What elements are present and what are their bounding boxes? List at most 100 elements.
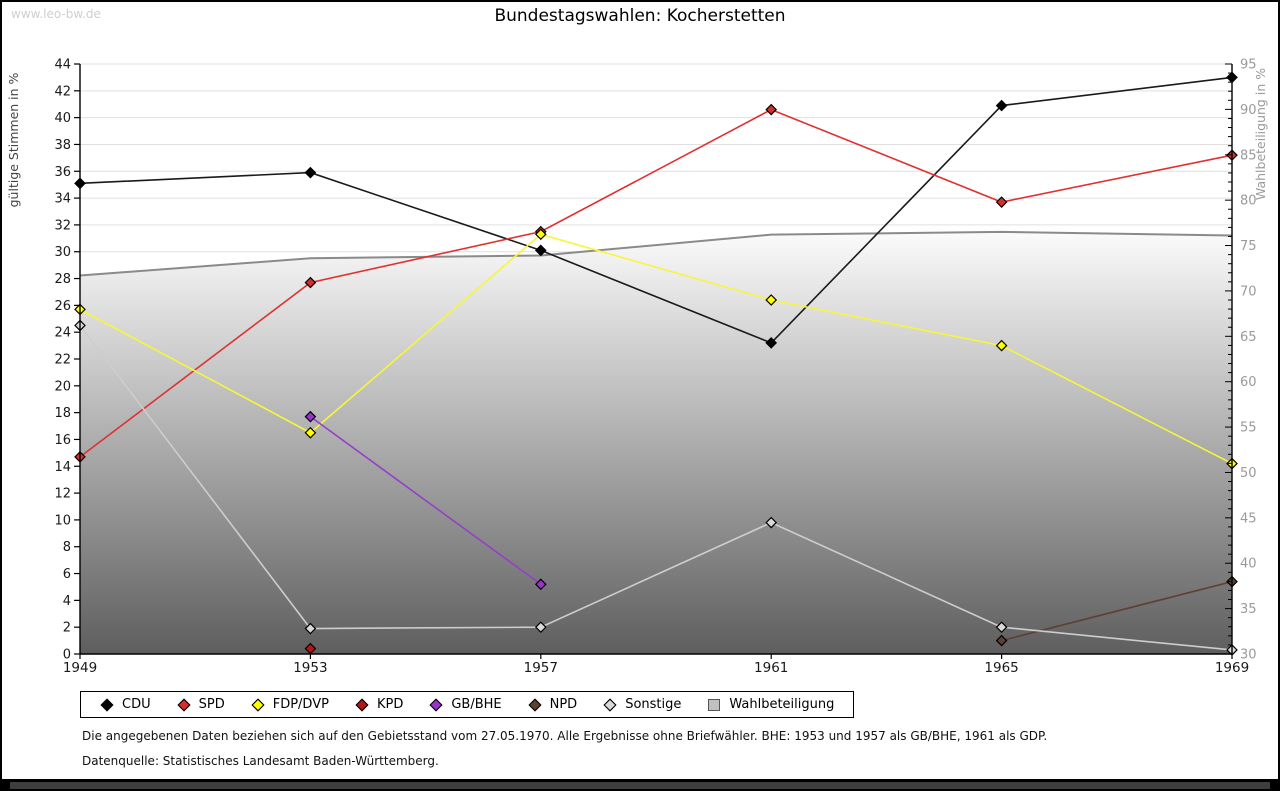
legend-item-kpd: KPD	[342, 697, 416, 712]
y-left-tick-label: 22	[54, 353, 71, 368]
series-marker	[534, 578, 547, 591]
y-left-tick-label: 6	[63, 567, 71, 582]
chart-canvas: 0246810121416182022242628303234363840424…	[6, 58, 1268, 677]
series-marker	[304, 276, 317, 289]
x-tick-label: 1957	[524, 660, 558, 676]
y-left-tick-label: 26	[54, 299, 71, 314]
series-marker	[304, 410, 317, 423]
legend-diamond-icon	[100, 697, 114, 712]
legend-label: FDP/DVP	[272, 697, 329, 712]
series-marker	[995, 196, 1008, 208]
series-marker	[304, 166, 317, 179]
y-left-tick-label: 18	[54, 406, 71, 421]
x-tick-label: 1965	[984, 660, 1018, 676]
y-left-tick-label: 32	[54, 218, 71, 233]
legend-item-gb-bhe: GB/BHE	[416, 697, 514, 712]
y-left-tick-label: 4	[63, 594, 71, 609]
series-line	[79, 324, 1233, 651]
y-right-tick-label: 40	[1240, 557, 1257, 572]
y-right-tick-label: 50	[1240, 466, 1257, 481]
series-fdp-dvp	[74, 228, 1238, 470]
legend-label: NPD	[549, 697, 578, 712]
x-tick-label: 1953	[293, 660, 327, 676]
legend-item-npd: NPD	[515, 697, 591, 712]
y-left-tick-label: 24	[54, 326, 71, 341]
series-gb-bhe	[304, 410, 547, 591]
y-axis-left-title: gültige Stimmen in %	[6, 72, 21, 207]
series-marker	[534, 228, 547, 241]
legend-item-wahlbeteiligung: Wahlbeteiligung	[694, 697, 847, 712]
x-tick-label: 1949	[63, 660, 97, 676]
legend-label: Sonstige	[625, 697, 682, 712]
legend-diamond-icon	[355, 697, 369, 712]
y-right-tick-label: 55	[1240, 421, 1257, 436]
y-right-tick-label: 75	[1240, 239, 1257, 254]
series-line	[79, 233, 1233, 465]
y-left-tick-label: 34	[54, 192, 71, 207]
y-left-tick-label: 30	[54, 245, 71, 260]
series-marker	[995, 634, 1008, 647]
y-left-tick-label: 8	[63, 540, 71, 555]
x-tick-label: 1969	[1215, 660, 1249, 676]
series-marker	[534, 244, 547, 257]
y-right-tick-label: 45	[1240, 511, 1257, 526]
series-marker	[765, 294, 778, 306]
y-left-tick-label: 42	[54, 84, 71, 99]
legend-label: KPD	[376, 697, 404, 712]
legend-label: Wahlbeteiligung	[729, 697, 835, 712]
frame-bottom-bar	[10, 782, 1270, 789]
footnote-geodata: Die angegebenen Daten beziehen sich auf …	[82, 729, 1048, 743]
series-sonstige	[74, 319, 1238, 656]
chart-legend: CDU SPD FDP/DVP KPD GB/BHE NPD Sonstige Wahlbet…	[80, 691, 855, 718]
y-right-tick-label: 90	[1240, 103, 1257, 118]
series-line	[79, 76, 1233, 344]
legend-diamond-icon	[251, 697, 265, 712]
y-left-tick-label: 12	[54, 487, 71, 502]
y-right-tick-label: 65	[1240, 330, 1257, 345]
legend-square-icon	[708, 698, 721, 711]
y-right-tick-label: 30	[1240, 648, 1257, 663]
y-left-tick-label: 38	[54, 138, 71, 153]
series-line	[309, 416, 542, 585]
y-axis-right-title: Wahlbeteiligung in %	[1253, 68, 1268, 200]
y-left-tick-label: 14	[54, 460, 71, 475]
watermark: www.leo-bw.de	[11, 7, 101, 21]
legend-item-cdu: CDU	[87, 697, 164, 712]
y-left-tick-label: 28	[54, 272, 71, 287]
series-marker	[765, 337, 778, 349]
series-line	[79, 108, 1233, 458]
series-marker	[995, 339, 1008, 352]
legend-diamond-icon	[603, 697, 617, 712]
legend-label: SPD	[198, 697, 225, 712]
y-left-tick-label: 44	[54, 58, 71, 73]
series-marker	[995, 99, 1008, 112]
turnout-area	[80, 231, 1232, 654]
page-title: Bundestagswahlen: Kocherstetten	[494, 6, 786, 26]
legend-item-spd: SPD	[164, 697, 238, 712]
series-marker	[304, 426, 317, 439]
x-tick-label: 1961	[754, 660, 788, 676]
series-cdu	[74, 71, 1238, 349]
y-right-tick-label: 60	[1240, 375, 1257, 390]
y-right-tick-label: 35	[1240, 602, 1257, 617]
y-right-tick-label: 95	[1240, 58, 1257, 73]
y-left-tick-label: 2	[63, 621, 71, 636]
legend-label: GB/BHE	[451, 697, 502, 712]
legend-item-sonstige: Sonstige	[590, 697, 694, 712]
y-right-tick-label: 80	[1240, 194, 1257, 209]
series-marker	[765, 516, 778, 529]
legend-diamond-icon	[177, 697, 191, 712]
legend-diamond-icon	[528, 697, 542, 712]
legend-item-fdp-dvp: FDP/DVP	[238, 697, 342, 712]
legend-label: CDU	[122, 697, 151, 712]
legend-diamond-icon	[429, 697, 443, 712]
y-left-tick-label: 36	[54, 165, 71, 180]
series-marker	[765, 103, 778, 116]
y-left-tick-label: 20	[54, 379, 71, 394]
series-marker	[995, 621, 1008, 634]
y-left-tick-label: 10	[54, 513, 71, 528]
footnote-datasource: Datenquelle: Statistisches Landesamt Bad…	[82, 754, 439, 768]
series-marker	[304, 622, 317, 635]
y-left-tick-label: 0	[63, 648, 71, 663]
